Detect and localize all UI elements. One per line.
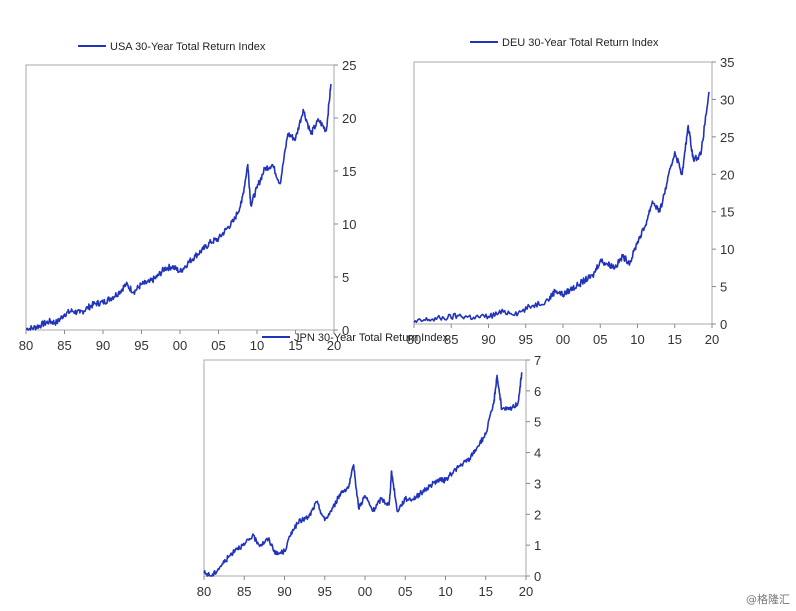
x-tick-label: 85 xyxy=(444,332,458,347)
plot-frame xyxy=(413,61,713,325)
x-tick-label: 80 xyxy=(19,338,33,353)
y-tick-label: 10 xyxy=(342,217,356,232)
x-tick-label: 15 xyxy=(479,584,493,599)
x-tick-label: 80 xyxy=(197,584,211,599)
x-tick-label: 05 xyxy=(398,584,412,599)
y-tick-label: 25 xyxy=(342,58,356,73)
y-tick-label: 15 xyxy=(342,164,356,179)
x-tick-label: 05 xyxy=(593,332,607,347)
legend-label: DEU 30-Year Total Return Index xyxy=(502,37,659,49)
y-tick-label: 6 xyxy=(534,384,541,399)
x-tick-label: 80 xyxy=(407,332,421,347)
x-tick-label: 05 xyxy=(211,338,225,353)
x-tick-label: 20 xyxy=(705,332,719,347)
plot-frame xyxy=(25,64,335,331)
x-tick-label: 85 xyxy=(57,338,71,353)
x-tick-label: 95 xyxy=(318,584,332,599)
y-tick-label: 5 xyxy=(720,280,727,295)
x-tick-label: 20 xyxy=(519,584,533,599)
series-line xyxy=(413,91,710,324)
y-tick-label: 0 xyxy=(534,569,541,584)
series-line xyxy=(203,372,523,577)
x-tick-label: 00 xyxy=(358,584,372,599)
legend-label: USA 30-Year Total Return Index xyxy=(110,41,266,53)
legend-label: JPN 30-Year Total Return Index xyxy=(294,332,449,344)
y-tick-label: 5 xyxy=(342,270,349,285)
x-tick-label: 90 xyxy=(277,584,291,599)
y-tick-label: 20 xyxy=(720,167,734,182)
y-tick-label: 0 xyxy=(720,317,727,332)
y-tick-label: 5 xyxy=(534,415,541,430)
x-tick-label: 95 xyxy=(519,332,533,347)
y-tick-label: 7 xyxy=(534,353,541,368)
y-tick-label: 15 xyxy=(720,205,734,220)
x-tick-label: 10 xyxy=(250,338,264,353)
y-tick-label: 35 xyxy=(720,55,734,70)
y-tick-label: 30 xyxy=(720,92,734,107)
x-tick-label: 15 xyxy=(288,338,302,353)
y-tick-label: 1 xyxy=(534,538,541,553)
watermark: @格隆汇 xyxy=(746,593,790,606)
y-tick-label: 3 xyxy=(534,476,541,491)
x-tick-label: 00 xyxy=(173,338,187,353)
x-tick-label: 90 xyxy=(481,332,495,347)
x-tick-label: 85 xyxy=(237,584,251,599)
x-tick-label: 95 xyxy=(134,338,148,353)
y-tick-label: 2 xyxy=(534,507,541,522)
series-line xyxy=(25,84,332,331)
x-tick-label: 00 xyxy=(556,332,570,347)
x-tick-label: 10 xyxy=(438,584,452,599)
x-tick-label: 15 xyxy=(668,332,682,347)
y-tick-label: 4 xyxy=(534,446,541,461)
plot-frame xyxy=(203,359,527,577)
y-tick-label: 10 xyxy=(720,242,734,257)
x-tick-label: 90 xyxy=(96,338,110,353)
y-tick-label: 25 xyxy=(720,130,734,145)
y-tick-label: 20 xyxy=(342,111,356,126)
x-tick-label: 10 xyxy=(630,332,644,347)
x-tick-label: 20 xyxy=(327,338,341,353)
y-tick-label: 0 xyxy=(342,323,349,338)
